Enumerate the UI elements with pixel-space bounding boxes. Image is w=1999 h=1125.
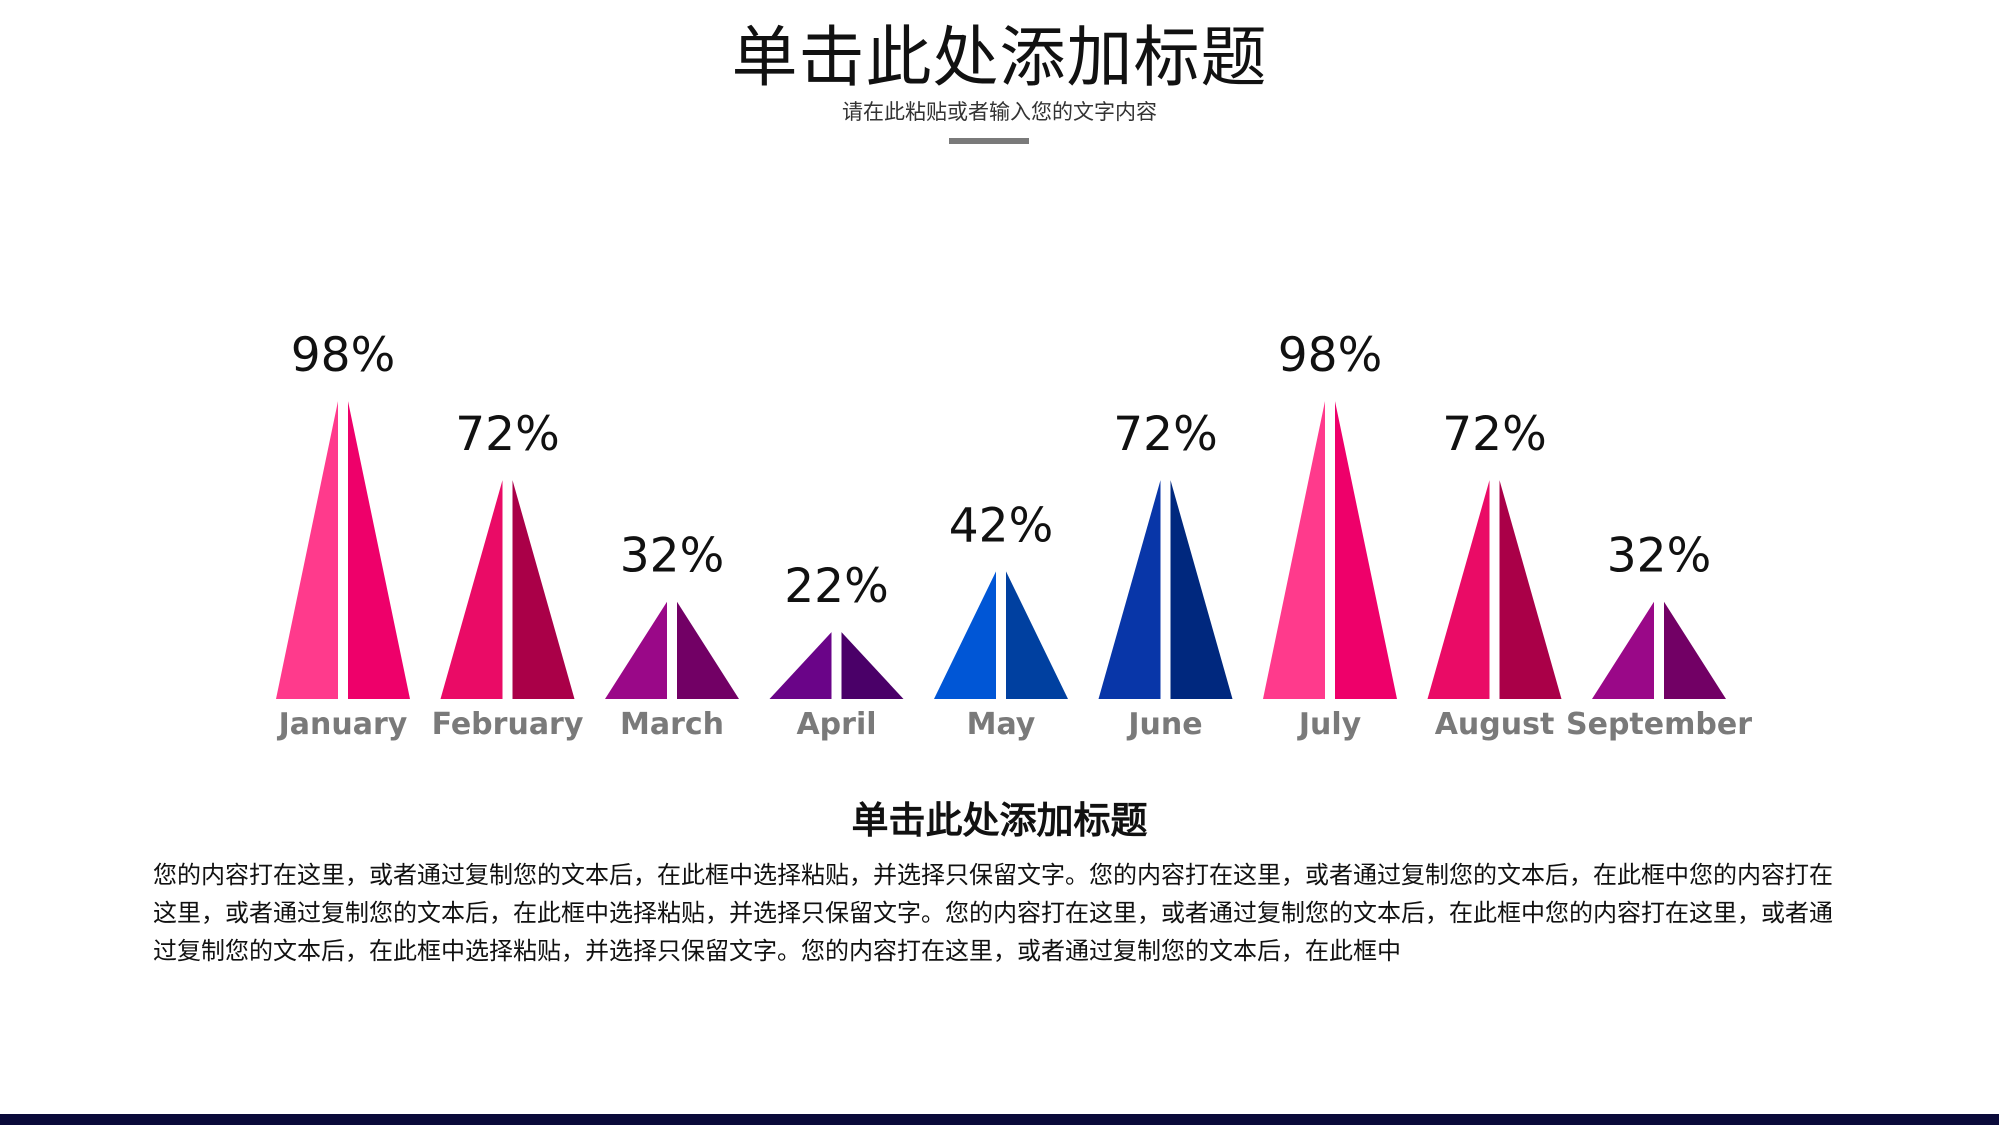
bar-august: 72% August bbox=[1427, 407, 1562, 742]
data-label: 32% bbox=[1607, 529, 1711, 584]
bar-march: 32% March bbox=[605, 529, 739, 742]
bar-september: 32% September bbox=[1566, 529, 1752, 742]
category-label: February bbox=[432, 707, 584, 742]
category-label: January bbox=[277, 707, 408, 742]
bar-right-face bbox=[512, 480, 575, 699]
data-label: 98% bbox=[291, 328, 395, 383]
footer-bar bbox=[0, 1114, 1999, 1125]
category-label: June bbox=[1126, 707, 1202, 742]
section-title: 单击此处添加标题 bbox=[851, 799, 1148, 842]
cone-bar-chart: 98% January 72% February 32% March 22% April 42%… bbox=[276, 328, 1752, 742]
bar-right-face bbox=[1664, 601, 1726, 699]
bar-july: 98% July bbox=[1263, 328, 1397, 742]
bar-may: 42% May bbox=[934, 498, 1068, 742]
bar-right-face bbox=[677, 601, 739, 699]
bar-right-face bbox=[841, 632, 904, 699]
category-label: August bbox=[1435, 707, 1555, 742]
bar-left-face bbox=[1098, 480, 1161, 699]
bar-left-face bbox=[1592, 601, 1654, 699]
page-subtitle: 请在此粘贴或者输入您的文字内容 bbox=[842, 100, 1157, 124]
bar-right-face bbox=[348, 401, 410, 699]
category-label: July bbox=[1297, 707, 1362, 742]
bar-left-face bbox=[769, 632, 832, 699]
category-label: May bbox=[967, 707, 1036, 742]
bar-left-face bbox=[934, 571, 996, 699]
bar-april: 22% April bbox=[769, 559, 904, 742]
data-label: 72% bbox=[1442, 407, 1546, 462]
bar-left-face bbox=[276, 401, 338, 699]
title-underline bbox=[949, 138, 1029, 144]
category-label: March bbox=[620, 707, 724, 742]
data-label: 42% bbox=[949, 498, 1053, 553]
bar-june: 72% June bbox=[1098, 407, 1233, 742]
page-title: 单击此处添加标题 bbox=[731, 19, 1268, 96]
body-paragraph: 您的内容打在这里，或者通过复制您的文本后，在此框中选择粘贴，并选择只保留文字。您… bbox=[153, 861, 1833, 965]
data-label: 72% bbox=[1113, 407, 1217, 462]
data-label: 32% bbox=[620, 529, 724, 584]
bar-right-face bbox=[1335, 401, 1397, 699]
category-label: April bbox=[796, 707, 876, 742]
bar-february: 72% February bbox=[432, 407, 584, 742]
bar-left-face bbox=[1427, 480, 1490, 699]
bar-right-face bbox=[1006, 571, 1068, 699]
data-label: 22% bbox=[784, 559, 888, 614]
data-label: 98% bbox=[1278, 328, 1382, 383]
bar-left-face bbox=[1263, 401, 1325, 699]
bar-right-face bbox=[1170, 480, 1233, 699]
bar-right-face bbox=[1499, 480, 1562, 699]
bar-left-face bbox=[605, 601, 667, 699]
bar-left-face bbox=[440, 480, 503, 699]
category-label: September bbox=[1566, 707, 1752, 742]
data-label: 72% bbox=[455, 407, 559, 462]
bar-january: 98% January bbox=[276, 328, 410, 742]
